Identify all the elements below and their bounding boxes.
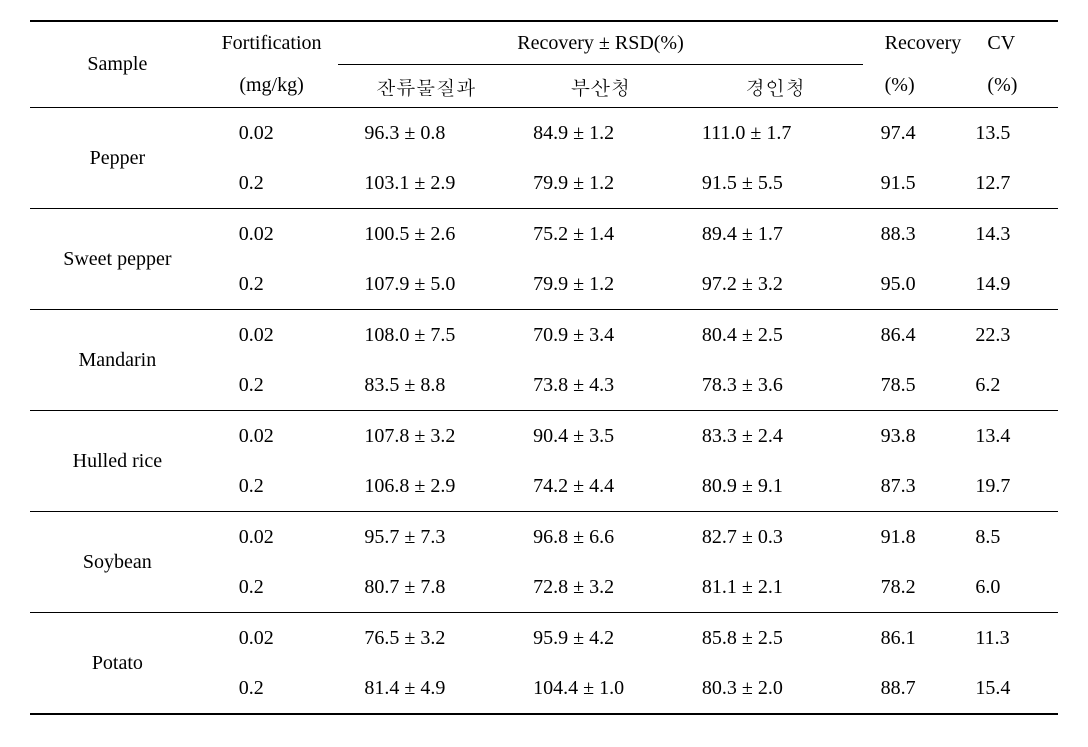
rsd-cell: 81.1 ± 2.1 — [688, 562, 863, 613]
sample-cell: Soybean — [30, 512, 205, 613]
cv-cell: 14.3 — [965, 209, 1058, 260]
fortification-cell: 0.02 — [205, 310, 339, 361]
fortification-cell: 0.2 — [205, 663, 339, 714]
recovery-cell: 95.0 — [863, 259, 966, 310]
recovery-cell: 86.4 — [863, 310, 966, 361]
cv-cell: 15.4 — [965, 663, 1058, 714]
rsd-cell: 96.8 ± 6.6 — [513, 512, 688, 563]
cv-cell: 6.0 — [965, 562, 1058, 613]
recovery-cell: 78.5 — [863, 360, 966, 411]
rsd-cell: 81.4 ± 4.9 — [338, 663, 513, 714]
cv-cell: 14.9 — [965, 259, 1058, 310]
recovery-cell: 97.4 — [863, 108, 966, 159]
rsd-cell: 85.8 ± 2.5 — [688, 613, 863, 664]
rsd-cell: 107.9 ± 5.0 — [338, 259, 513, 310]
sample-cell: Potato — [30, 613, 205, 715]
fortification-cell: 0.2 — [205, 562, 339, 613]
table-header: Sample Fortification Recovery ± RSD(%) R… — [30, 21, 1058, 108]
fortification-cell: 0.02 — [205, 512, 339, 563]
header-fortification-line1: Fortification — [205, 21, 339, 65]
header-cv-line1: CV — [965, 21, 1058, 65]
rsd-cell: 75.2 ± 1.4 — [513, 209, 688, 260]
sample-cell: Mandarin — [30, 310, 205, 411]
recovery-cell: 91.8 — [863, 512, 966, 563]
rsd-cell: 106.8 ± 2.9 — [338, 461, 513, 512]
cv-cell: 8.5 — [965, 512, 1058, 563]
rsd-cell: 107.8 ± 3.2 — [338, 411, 513, 462]
recovery-cell: 88.3 — [863, 209, 966, 260]
recovery-cell: 86.1 — [863, 613, 966, 664]
cv-cell: 11.3 — [965, 613, 1058, 664]
header-rsd-col3: 경인청 — [688, 65, 863, 108]
recovery-table: Sample Fortification Recovery ± RSD(%) R… — [30, 20, 1058, 715]
fortification-cell: 0.02 — [205, 613, 339, 664]
rsd-cell: 100.5 ± 2.6 — [338, 209, 513, 260]
rsd-cell: 90.4 ± 3.5 — [513, 411, 688, 462]
rsd-cell: 82.7 ± 0.3 — [688, 512, 863, 563]
rsd-cell: 83.5 ± 8.8 — [338, 360, 513, 411]
recovery-cell: 93.8 — [863, 411, 966, 462]
fortification-cell: 0.2 — [205, 158, 339, 209]
sample-cell: Sweet pepper — [30, 209, 205, 310]
rsd-cell: 96.3 ± 0.8 — [338, 108, 513, 159]
recovery-cell: 88.7 — [863, 663, 966, 714]
rsd-cell: 83.3 ± 2.4 — [688, 411, 863, 462]
header-rsd-col1: 잔류물질과 — [338, 65, 513, 108]
header-recovery-line1: Recovery — [863, 21, 966, 65]
rsd-cell: 97.2 ± 3.2 — [688, 259, 863, 310]
rsd-cell: 80.9 ± 9.1 — [688, 461, 863, 512]
rsd-cell: 76.5 ± 3.2 — [338, 613, 513, 664]
rsd-cell: 89.4 ± 1.7 — [688, 209, 863, 260]
cv-cell: 6.2 — [965, 360, 1058, 411]
header-recovery-rsd: Recovery ± RSD(%) — [338, 21, 862, 65]
cv-cell: 22.3 — [965, 310, 1058, 361]
cv-cell: 19.7 — [965, 461, 1058, 512]
rsd-cell: 104.4 ± 1.0 — [513, 663, 688, 714]
fortification-cell: 0.02 — [205, 411, 339, 462]
fortification-cell: 0.2 — [205, 360, 339, 411]
fortification-cell: 0.2 — [205, 461, 339, 512]
rsd-cell: 70.9 ± 3.4 — [513, 310, 688, 361]
rsd-cell: 74.2 ± 4.4 — [513, 461, 688, 512]
rsd-cell: 91.5 ± 5.5 — [688, 158, 863, 209]
rsd-cell: 78.3 ± 3.6 — [688, 360, 863, 411]
header-rsd-col2: 부산청 — [513, 65, 688, 108]
fortification-cell: 0.2 — [205, 259, 339, 310]
header-fortification-line2: (mg/kg) — [205, 65, 339, 108]
header-recovery-line2: (%) — [863, 65, 966, 108]
rsd-cell: 79.9 ± 1.2 — [513, 259, 688, 310]
recovery-cell: 78.2 — [863, 562, 966, 613]
cv-cell: 13.4 — [965, 411, 1058, 462]
rsd-cell: 95.7 ± 7.3 — [338, 512, 513, 563]
rsd-cell: 73.8 ± 4.3 — [513, 360, 688, 411]
rsd-cell: 80.3 ± 2.0 — [688, 663, 863, 714]
rsd-cell: 72.8 ± 3.2 — [513, 562, 688, 613]
header-cv-line2: (%) — [965, 65, 1058, 108]
header-sample: Sample — [30, 21, 205, 108]
table-body: Pepper0.0296.3 ± 0.884.9 ± 1.2111.0 ± 1.… — [30, 108, 1058, 715]
rsd-cell: 80.7 ± 7.8 — [338, 562, 513, 613]
recovery-cell: 87.3 — [863, 461, 966, 512]
cv-cell: 13.5 — [965, 108, 1058, 159]
rsd-cell: 80.4 ± 2.5 — [688, 310, 863, 361]
rsd-cell: 95.9 ± 4.2 — [513, 613, 688, 664]
sample-cell: Pepper — [30, 108, 205, 209]
rsd-cell: 103.1 ± 2.9 — [338, 158, 513, 209]
rsd-cell: 111.0 ± 1.7 — [688, 108, 863, 159]
fortification-cell: 0.02 — [205, 108, 339, 159]
rsd-cell: 79.9 ± 1.2 — [513, 158, 688, 209]
recovery-cell: 91.5 — [863, 158, 966, 209]
rsd-cell: 108.0 ± 7.5 — [338, 310, 513, 361]
rsd-cell: 84.9 ± 1.2 — [513, 108, 688, 159]
fortification-cell: 0.02 — [205, 209, 339, 260]
sample-cell: Hulled rice — [30, 411, 205, 512]
cv-cell: 12.7 — [965, 158, 1058, 209]
